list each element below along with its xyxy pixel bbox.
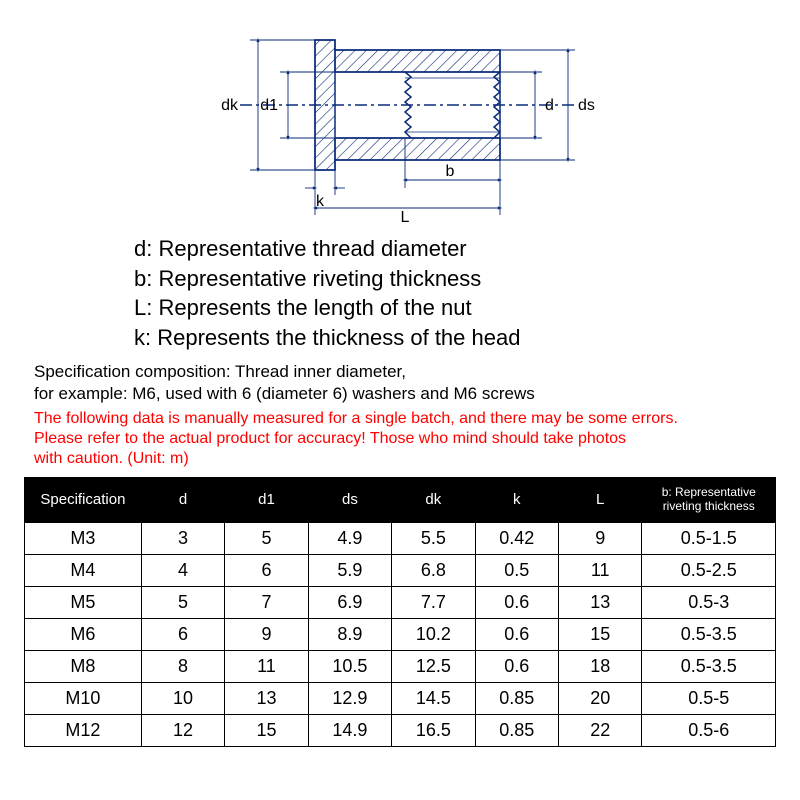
dim-label-dk: dk	[221, 97, 239, 114]
warning-line3: with caution. (Unit: m)	[34, 449, 776, 469]
dim-label-ds: ds	[578, 97, 595, 114]
table-row: M12121514.916.50.85220.5-6	[25, 714, 776, 746]
table-row: M6698.910.20.6150.5-3.5	[25, 618, 776, 650]
table-cell: 8.9	[308, 618, 391, 650]
col-dk: dk	[392, 477, 475, 522]
table-cell: 18	[559, 650, 642, 682]
table-cell: 14.9	[308, 714, 391, 746]
table-cell: 10	[141, 682, 224, 714]
table-cell: M3	[25, 522, 142, 554]
table-cell: 6	[141, 618, 224, 650]
table-cell: 0.5-3.5	[642, 650, 776, 682]
table-cell: 8	[141, 650, 224, 682]
table-cell: 22	[559, 714, 642, 746]
table-row: M10101312.914.50.85200.5-5	[25, 682, 776, 714]
table-row: M3354.95.50.4290.5-1.5	[25, 522, 776, 554]
measurement-warning: The following data is manually measured …	[34, 409, 776, 469]
table-cell: 9	[559, 522, 642, 554]
table-cell: 6.8	[392, 554, 475, 586]
table-cell: 0.5-5	[642, 682, 776, 714]
table-cell: 0.85	[475, 682, 558, 714]
table-row: M881110.512.50.6180.5-3.5	[25, 650, 776, 682]
col-k: k	[475, 477, 558, 522]
table-cell: 12.9	[308, 682, 391, 714]
table-cell: 9	[225, 618, 308, 650]
table-cell: 5	[141, 586, 224, 618]
table-cell: 14.5	[392, 682, 475, 714]
table-cell: 16.5	[392, 714, 475, 746]
table-cell: 5.5	[392, 522, 475, 554]
table-cell: 0.6	[475, 586, 558, 618]
table-cell: 11	[225, 650, 308, 682]
table-cell: 5.9	[308, 554, 391, 586]
spec-composition-note: Specification composition: Thread inner …	[34, 361, 776, 405]
col-d1: d1	[225, 477, 308, 522]
table-cell: 4.9	[308, 522, 391, 554]
table-cell: 0.5-2.5	[642, 554, 776, 586]
table-header-row: Specification d d1 ds dk k L b: Represen…	[25, 477, 776, 522]
table-cell: 13	[559, 586, 642, 618]
table-cell: 6.9	[308, 586, 391, 618]
table-cell: 4	[141, 554, 224, 586]
legend-L: L: Represents the length of the nut	[134, 293, 776, 323]
table-cell: 0.6	[475, 618, 558, 650]
col-ds: ds	[308, 477, 391, 522]
table-cell: 0.85	[475, 714, 558, 746]
table-cell: 12.5	[392, 650, 475, 682]
table-cell: 7.7	[392, 586, 475, 618]
table-cell: 10.5	[308, 650, 391, 682]
table-cell: 11	[559, 554, 642, 586]
warning-line2: Please refer to the actual product for a…	[34, 429, 776, 449]
dimension-legend: d: Representative thread diameter b: Rep…	[134, 234, 776, 353]
dim-label-b: b	[446, 163, 455, 180]
table-cell: M12	[25, 714, 142, 746]
table-cell: 20	[559, 682, 642, 714]
table-cell: 0.5-6	[642, 714, 776, 746]
col-b: b: Representative riveting thickness	[642, 477, 776, 522]
table-cell: M4	[25, 554, 142, 586]
legend-b: b: Representative riveting thickness	[134, 264, 776, 294]
dim-label-d: d	[545, 97, 554, 114]
spec-note-line2: for example: M6, used with 6 (diameter 6…	[34, 383, 776, 405]
table-cell: 10.2	[392, 618, 475, 650]
table-cell: 0.5	[475, 554, 558, 586]
col-specification: Specification	[25, 477, 142, 522]
table-cell: 6	[225, 554, 308, 586]
legend-k: k: Represents the thickness of the head	[134, 323, 776, 353]
table-cell: 0.42	[475, 522, 558, 554]
dim-label-d1: d1	[260, 97, 278, 114]
table-row: M4465.96.80.5110.5-2.5	[25, 554, 776, 586]
specification-table: Specification d d1 ds dk k L b: Represen…	[24, 477, 776, 747]
dim-label-k: k	[316, 193, 325, 210]
table-cell: 15	[225, 714, 308, 746]
table-cell: M10	[25, 682, 142, 714]
col-L: L	[559, 477, 642, 522]
table-cell: 3	[141, 522, 224, 554]
table-cell: 12	[141, 714, 224, 746]
table-cell: 0.5-3.5	[642, 618, 776, 650]
table-cell: 0.5-3	[642, 586, 776, 618]
table-cell: M5	[25, 586, 142, 618]
table-cell: 13	[225, 682, 308, 714]
table-row: M5576.97.70.6130.5-3	[25, 586, 776, 618]
dim-label-L: L	[401, 209, 410, 225]
table-cell: M8	[25, 650, 142, 682]
table-cell: 0.5-1.5	[642, 522, 776, 554]
table-cell: 5	[225, 522, 308, 554]
rivet-nut-diagram: dk d1 d ds k b L	[24, 10, 776, 230]
table-cell: M6	[25, 618, 142, 650]
legend-d: d: Representative thread diameter	[134, 234, 776, 264]
table-cell: 15	[559, 618, 642, 650]
warning-line1: The following data is manually measured …	[34, 409, 776, 429]
spec-note-line1: Specification composition: Thread inner …	[34, 361, 776, 383]
table-cell: 7	[225, 586, 308, 618]
col-d: d	[141, 477, 224, 522]
table-cell: 0.6	[475, 650, 558, 682]
